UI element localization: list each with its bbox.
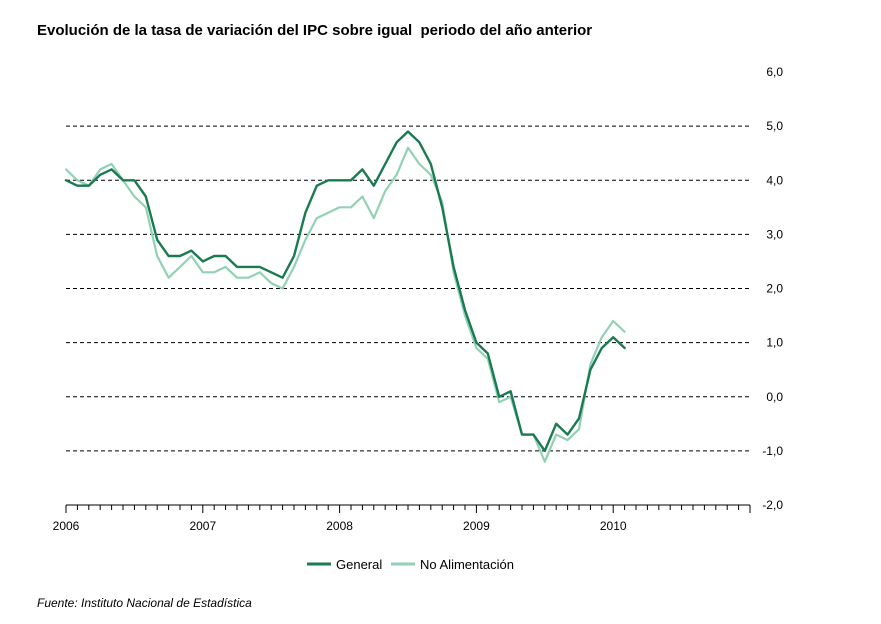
x-tick-label: 2007 [189,519,216,533]
x-tick-label: 2008 [326,519,353,533]
x-tick-label: 2006 [53,519,80,533]
series-line-no-alimentacion [64,146,626,463]
y-tick-label: 6,0 [766,65,783,79]
legend-label-no-alimentacion: No Alimentación [420,557,514,572]
y-tick-label: -2,0 [762,498,783,512]
chart-title: Evolución de la tasa de variación del IP… [37,22,593,39]
x-tick-label: 2010 [600,519,627,533]
y-tick-label: 0,0 [766,390,783,404]
source-note: Fuente: Instituto Nacional de Estadístic… [37,596,252,610]
y-tick-label: 1,0 [766,336,783,350]
legend-label-general: General [336,557,382,572]
series-lines [64,130,626,463]
series-line-general [64,130,626,453]
grid-lines [66,125,750,452]
x-tick-label: 2009 [463,519,490,533]
y-axis-labels: 6,0 5,0 4,0 3,0 2,0 1,0 0,0 -1,0 -2,0 [762,65,783,512]
y-tick-label: 4,0 [766,173,783,187]
y-tick-label: 3,0 [766,227,783,241]
y-tick-label: -1,0 [762,444,783,458]
legend: General No Alimentación [307,557,514,572]
x-axis [65,504,751,513]
x-axis-labels: 2006 2007 2008 2009 2010 [53,519,627,533]
y-tick-label: 5,0 [766,119,783,133]
y-tick-label: 2,0 [766,282,783,296]
